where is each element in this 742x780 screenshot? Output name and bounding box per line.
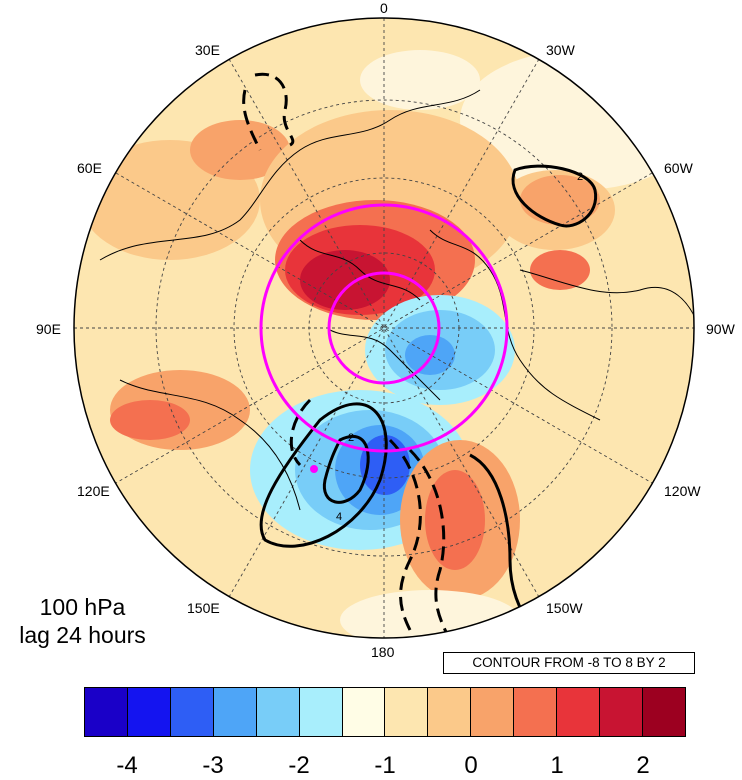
anomaly-shading xyxy=(80,50,694,638)
colorbar-cell xyxy=(299,688,343,736)
colorbar-tick-label: -1 xyxy=(374,752,396,779)
lon-label-30e: 30E xyxy=(195,42,220,58)
contour-label-3: 4 xyxy=(336,511,342,523)
lon-label-150e: 150E xyxy=(187,600,220,616)
highlight-circles xyxy=(259,203,509,453)
colorbar-cell xyxy=(342,688,386,736)
colorbar-cell xyxy=(557,688,601,736)
lon-label-60e: 60E xyxy=(77,160,102,176)
colorbar-cell xyxy=(642,688,685,736)
colorbar-tick-label: 0 xyxy=(464,752,478,779)
lag-label: lag 24 hours xyxy=(19,622,146,648)
lon-label-150w: 150W xyxy=(546,600,583,616)
colorbar-cell xyxy=(170,688,214,736)
lon-label-0: 0 xyxy=(380,0,388,16)
highlight-point xyxy=(310,465,318,473)
colorbar-cell xyxy=(85,688,128,736)
lon-label-30w: 30W xyxy=(546,42,575,58)
lon-label-120e: 120E xyxy=(77,483,110,499)
colorbar xyxy=(84,687,686,737)
colorbar-cell xyxy=(256,688,300,736)
contour-info-box: CONTOUR FROM -8 TO 8 BY 2 xyxy=(443,652,695,674)
map-border xyxy=(73,17,695,639)
lon-label-90e: 90E xyxy=(36,321,61,337)
contour-label-2: 2 xyxy=(348,432,354,444)
lon-label-90w: 90W xyxy=(706,321,735,337)
lon-label-60w: 60W xyxy=(664,160,693,176)
colorbar-tick-label: 1 xyxy=(550,752,564,779)
colorbar-cell xyxy=(514,688,558,736)
level-label: 100 hPa xyxy=(39,594,126,620)
colorbar-tick-label: 2 xyxy=(636,752,650,779)
colorbar-cell xyxy=(428,688,472,736)
colorbar-cell xyxy=(127,688,171,736)
colorbar-tick-label: -3 xyxy=(202,752,224,779)
colorbar-cell xyxy=(213,688,257,736)
colorbar-cell xyxy=(385,688,429,736)
lon-label-120w: 120W xyxy=(664,483,701,499)
contour-label-1: 2 xyxy=(577,171,583,183)
lon-label-180: 180 xyxy=(371,644,395,660)
colorbar-tick-label: -2 xyxy=(288,752,310,779)
colorbar-tick-label: -4 xyxy=(116,752,138,779)
colorbar-cell xyxy=(600,688,643,736)
colorbar-cell xyxy=(471,688,515,736)
